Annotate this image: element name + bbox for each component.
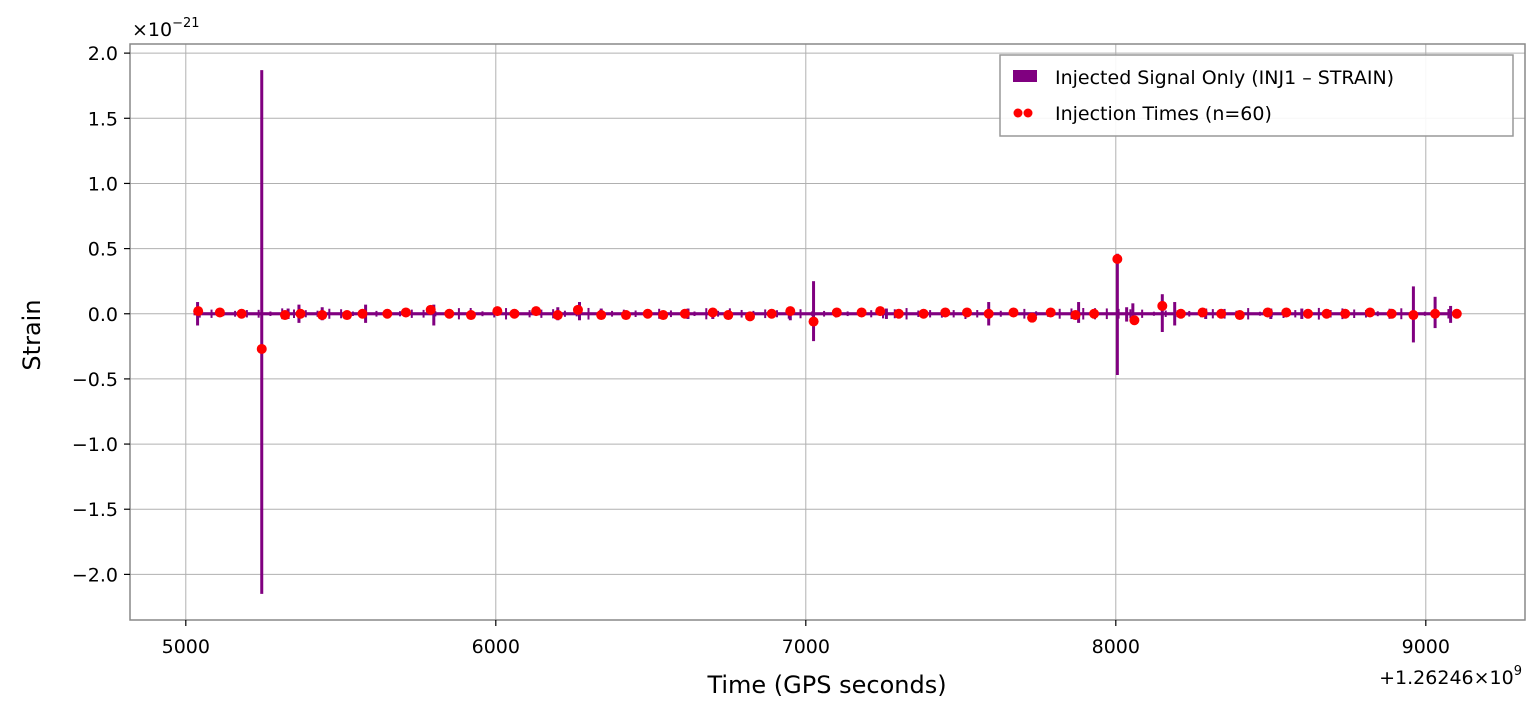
x-offset-label: +1.26246×109 <box>1379 664 1522 689</box>
injection-point <box>1321 308 1332 319</box>
injection-point <box>357 308 368 319</box>
injection-point <box>531 306 542 317</box>
injection-points <box>193 254 1462 354</box>
injection-point <box>856 307 867 318</box>
x-tick-label: 7000 <box>782 636 830 658</box>
y-tick-label: 1.0 <box>88 173 118 195</box>
injection-point <box>509 308 520 319</box>
x-tick-label: 5000 <box>162 636 210 658</box>
injection-point <box>1197 307 1208 318</box>
y-tick-label: −2.0 <box>72 564 118 586</box>
injection-point <box>1008 307 1019 318</box>
injection-point <box>382 308 393 319</box>
injection-point <box>1216 308 1227 319</box>
injection-point <box>1386 308 1397 319</box>
injection-point <box>918 308 929 319</box>
injection-point <box>444 308 455 319</box>
injection-point <box>745 311 755 322</box>
x-tick-label: 6000 <box>472 636 520 658</box>
injection-point <box>342 310 352 321</box>
injection-point <box>1234 310 1245 321</box>
x-ticks: 5000 6000 7000 8000 9000 <box>162 620 1450 658</box>
y-tick-label: 1.5 <box>88 108 118 130</box>
injection-point <box>679 308 690 319</box>
injection-point <box>1027 312 1038 323</box>
injection-point <box>893 308 904 319</box>
injection-point <box>1045 307 1056 318</box>
injection-point <box>1262 307 1273 318</box>
injection-point <box>317 310 328 321</box>
injection-point <box>466 310 476 321</box>
legend: Injected Signal Only (INJ1 – STRAIN) Inj… <box>999 54 1514 137</box>
injection-point <box>723 310 734 321</box>
y-axis-label: Strain <box>18 299 46 370</box>
injection-point <box>707 307 718 318</box>
signal-series <box>193 70 1460 594</box>
injection-point <box>280 310 290 321</box>
y-tick-label: −0.5 <box>72 369 118 391</box>
injection-point <box>785 306 796 317</box>
injection-point <box>214 307 225 318</box>
injection-point <box>658 310 669 321</box>
injection-point <box>425 304 436 315</box>
legend-point-marker <box>1023 108 1033 118</box>
injection-point <box>621 310 631 321</box>
injection-point <box>766 308 777 319</box>
injection-point <box>1430 308 1441 319</box>
injection-point <box>1303 308 1313 319</box>
injection-point <box>642 308 653 319</box>
injection-point <box>962 307 972 318</box>
injection-point <box>256 343 267 354</box>
injection-point <box>572 304 583 315</box>
legend-injection-label: Injection Times (n=60) <box>1055 103 1272 125</box>
y-tick-label: 0.5 <box>88 239 118 261</box>
injection-point <box>1112 254 1123 265</box>
injection-point <box>1129 315 1140 326</box>
injection-point <box>492 306 503 317</box>
injection-point <box>552 310 563 321</box>
injection-point <box>983 308 994 319</box>
injection-point <box>1070 310 1081 321</box>
legend-signal-swatch <box>1013 70 1037 82</box>
injection-point <box>400 307 411 318</box>
injection-point <box>193 306 204 317</box>
injection-point <box>831 307 842 318</box>
legend-signal-label: Injected Signal Only (INJ1 – STRAIN) <box>1055 67 1394 89</box>
injection-point <box>1281 307 1292 318</box>
injection-point <box>940 307 951 318</box>
x-tick-label: 8000 <box>1092 636 1140 658</box>
injection-point <box>1451 308 1462 319</box>
injection-point <box>1157 300 1168 311</box>
y-tick-label: −1.0 <box>72 434 118 456</box>
y-scale-label: ×10−21 <box>132 16 200 41</box>
legend-point-marker <box>1013 108 1023 118</box>
injection-point <box>875 306 886 317</box>
x-tick-label: 9000 <box>1402 636 1450 658</box>
y-ticks: 2.0 1.5 1.0 0.5 0.0 −0.5 −1.0 −1.5 −2.0 <box>72 43 130 586</box>
injection-point <box>1340 308 1351 319</box>
signal-baseline <box>193 312 1460 316</box>
x-axis-label: Time (GPS seconds) <box>706 671 946 699</box>
y-tick-label: −1.5 <box>72 499 118 521</box>
injection-point <box>1408 310 1419 321</box>
y-tick-label: 2.0 <box>88 43 118 65</box>
injection-point <box>295 308 306 319</box>
injection-point <box>1175 308 1186 319</box>
injection-point <box>1365 307 1375 318</box>
injection-point <box>236 308 247 319</box>
injection-point <box>1089 308 1100 319</box>
legend-box <box>999 54 1514 137</box>
y-tick-label: 0.0 <box>88 304 118 326</box>
injection-point <box>596 310 607 321</box>
plot-frame <box>129 43 1526 621</box>
injection-point <box>808 316 819 327</box>
